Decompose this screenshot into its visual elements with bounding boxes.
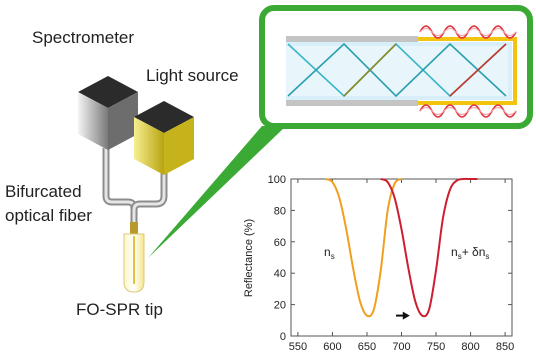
light-ray-olive bbox=[343, 43, 397, 97]
annotation-ns-main: n bbox=[324, 245, 331, 259]
annotation-shift-main: n bbox=[451, 245, 458, 259]
evanescent-wave-top bbox=[419, 25, 517, 39]
light-source-fiber bbox=[130, 172, 168, 211]
annotation-ns: ns bbox=[324, 245, 335, 261]
callout-wedge bbox=[148, 126, 286, 258]
gold-layer bbox=[418, 37, 517, 105]
fiber-ferrule bbox=[130, 222, 138, 234]
spectrometer-cube bbox=[78, 76, 138, 150]
shift-arrow-head bbox=[402, 311, 410, 320]
x-tick-label: 550 bbox=[289, 341, 307, 353]
annotation-ns-sub: s bbox=[331, 252, 335, 261]
light-ray-return bbox=[287, 42, 507, 98]
light-source-label: Light source bbox=[146, 66, 239, 85]
shift-arrow bbox=[395, 311, 410, 320]
light-ray-red bbox=[449, 43, 507, 97]
svg-text:ns+ δns: ns+ δns bbox=[451, 245, 489, 261]
y-tick-label: 60 bbox=[274, 237, 286, 249]
x-tick-label: 650 bbox=[358, 341, 376, 353]
fo-spr-tip bbox=[123, 233, 145, 293]
y-tick-label: 0 bbox=[280, 331, 286, 343]
y-tick-label: 40 bbox=[274, 268, 286, 280]
zoomed-fiber bbox=[286, 36, 517, 106]
y-tick-label: 20 bbox=[274, 300, 286, 312]
annotation-shift-mid: + δn bbox=[462, 245, 486, 259]
x-tick-label: 600 bbox=[323, 341, 341, 353]
bifurcated-label-line1: Bifurcated bbox=[5, 182, 82, 201]
bifurcated-fiber-label: Bifurcated optical fiber bbox=[5, 180, 92, 228]
svg-text:ns: ns bbox=[324, 245, 335, 261]
x-tick-label: 850 bbox=[496, 341, 514, 353]
spectrometer-label: Spectrometer bbox=[32, 28, 135, 47]
evanescent-wave-bottom bbox=[419, 104, 517, 118]
x-tick-label: 750 bbox=[427, 341, 445, 353]
chart-series bbox=[325, 177, 478, 318]
series-line-ns bbox=[325, 178, 403, 318]
bifurcated-label-line2: optical fiber bbox=[5, 206, 92, 225]
light-source-cube bbox=[134, 101, 194, 175]
x-tick-label: 800 bbox=[461, 341, 479, 353]
annotation-ns-shifted: ns+ δns bbox=[451, 245, 489, 261]
series-line-ns-shifted bbox=[380, 177, 478, 318]
chart-ticks: 550 600 650 700 750 800 850 0 20 40 60 80 100 bbox=[268, 174, 515, 353]
y-tick-label: 100 bbox=[268, 174, 286, 186]
annotation-shift-sub2: s bbox=[485, 252, 489, 261]
y-axis-label: Reflectance (%) bbox=[243, 219, 255, 297]
x-tick-label: 700 bbox=[392, 341, 410, 353]
y-tick-label: 80 bbox=[274, 205, 286, 217]
fo-spr-tip-label: FO-SPR tip bbox=[76, 300, 163, 319]
annotation-shift-sub: s bbox=[458, 252, 462, 261]
